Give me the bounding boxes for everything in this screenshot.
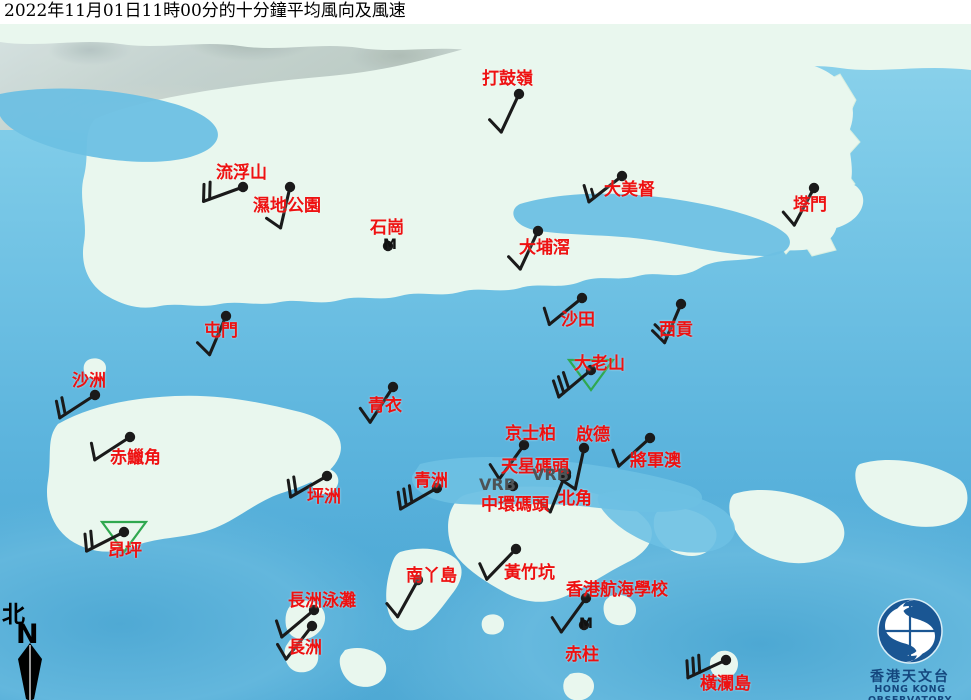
water-tathong: [597, 489, 735, 553]
wind-barb: [89, 431, 136, 462]
station-label: 橫瀾島: [700, 674, 751, 694]
station-label: 黃竹坑: [504, 563, 555, 583]
north-arrow-icon: [18, 643, 42, 700]
station-label: 青衣: [368, 396, 402, 416]
wind-barb: [488, 439, 530, 481]
wind-barb: [396, 482, 443, 511]
station-label: 坪洲: [307, 487, 341, 507]
title-bar: 2022年11月01日11時00分的十分鐘平均風向及風速: [0, 0, 971, 24]
station-label: 赤鱲角: [110, 448, 161, 468]
wind-barb: [550, 592, 592, 634]
station-label: 北角: [558, 489, 592, 509]
wind-barb: [685, 653, 732, 680]
station-missing-indicator: M: [383, 237, 397, 253]
station-label: 香港航海學校: [566, 580, 668, 600]
wind-barb: [385, 574, 424, 619]
station-label: 啟德: [576, 425, 610, 445]
land-islet-1: [481, 614, 504, 635]
wind-barb: [488, 88, 525, 134]
wind-barb: [286, 470, 333, 499]
station-label: 中環碼頭: [481, 495, 549, 515]
map-canvas[interactable]: 打鼓嶺 流浮山 濕地公園 石崗 M 大美督 大埔滘 塔門 屯門 沙洲 赤鱲角 青衣 沙田 西貢 大老山 京士柏…: [0, 24, 971, 700]
wind-barb: [478, 543, 522, 581]
wind-barb: [507, 225, 544, 271]
wind-barb: [650, 298, 687, 345]
station-label: 大埔滘: [519, 238, 570, 258]
station-label: 京士柏: [505, 424, 556, 444]
hko-logo: 香港天文台 HONG KONG OBSERVATORY: [851, 598, 969, 700]
wind-barb: [611, 432, 656, 468]
land-islet-7: [729, 489, 845, 564]
station-label: 天星碼頭: [501, 457, 569, 477]
station-label: 屯門: [204, 321, 238, 341]
land-hong-kong-island: [448, 486, 652, 602]
station-label: 流浮山: [216, 163, 267, 183]
station-variable-wind-indicator: VRB: [479, 475, 516, 494]
wind-barb: [83, 520, 149, 554]
station-label: 濕地公園: [253, 196, 321, 216]
gust-triangle-marker: [566, 358, 616, 392]
landmass-layer: [0, 24, 971, 700]
wind-barb: [201, 180, 249, 203]
compass-label-en: N: [16, 619, 39, 650]
land-po-toi: [563, 672, 594, 700]
station-label: 赤柱: [565, 645, 599, 665]
wind-barb: [358, 381, 399, 424]
wind-barb: [542, 292, 588, 326]
station-missing-indicator: M: [579, 616, 593, 632]
land-lamma: [386, 548, 462, 631]
wind-barb: [276, 620, 318, 661]
station-label: 大老山: [574, 354, 625, 374]
wind-barb: [274, 604, 320, 639]
station-label: 昂坪: [108, 541, 142, 561]
wind-barb: [507, 480, 519, 492]
water-tolo-harbour: [513, 193, 790, 256]
station-label: 青洲: [414, 471, 448, 491]
compass-rose: 北 N: [2, 595, 64, 700]
wind-barb: [781, 182, 820, 227]
station-label: 沙洲: [72, 371, 106, 391]
land-islet-2: [284, 638, 319, 673]
logo-name-en: HONG KONG OBSERVATORY: [868, 684, 952, 700]
station-label: 打鼓嶺: [482, 69, 533, 89]
wind-barb: [578, 619, 590, 631]
wind-barb: [382, 240, 394, 252]
land-mainland-north: [0, 24, 971, 70]
wind-barb: [551, 358, 616, 399]
station-label: 大美督: [604, 180, 655, 200]
station-label: 塔門: [793, 195, 827, 215]
land-islet-3: [339, 647, 387, 687]
wind-barb: [54, 389, 101, 420]
wind-barb: [582, 170, 628, 204]
station-label: 長洲: [288, 638, 322, 658]
land-islet-5: [83, 358, 106, 379]
hko-logo-icon: [877, 598, 943, 664]
land-islet-8: [855, 459, 968, 527]
land-islet-4: [603, 594, 636, 626]
station-label: 南丫島: [406, 566, 457, 586]
wind-barb-layer: [54, 88, 820, 680]
water-deep-bay: [0, 88, 218, 162]
station-variable-wind-indicator: VRB: [532, 465, 569, 484]
wind-barb: [195, 310, 232, 357]
station-label: 石崗: [370, 218, 404, 238]
logo-name-cn: 香港天文台: [870, 669, 950, 685]
land-lantau: [46, 395, 341, 552]
compass-label-cn: 北: [2, 601, 25, 628]
wind-barb: [265, 181, 296, 230]
station-label: 將軍澳: [630, 451, 681, 471]
station-label: 沙田: [561, 310, 595, 330]
wind-barb: [560, 470, 572, 482]
station-label: 西貢: [659, 320, 693, 340]
page-title: 2022年11月01日11時00分的十分鐘平均風向及風速: [4, 1, 406, 21]
station-label: 長洲泳灘: [288, 591, 356, 611]
